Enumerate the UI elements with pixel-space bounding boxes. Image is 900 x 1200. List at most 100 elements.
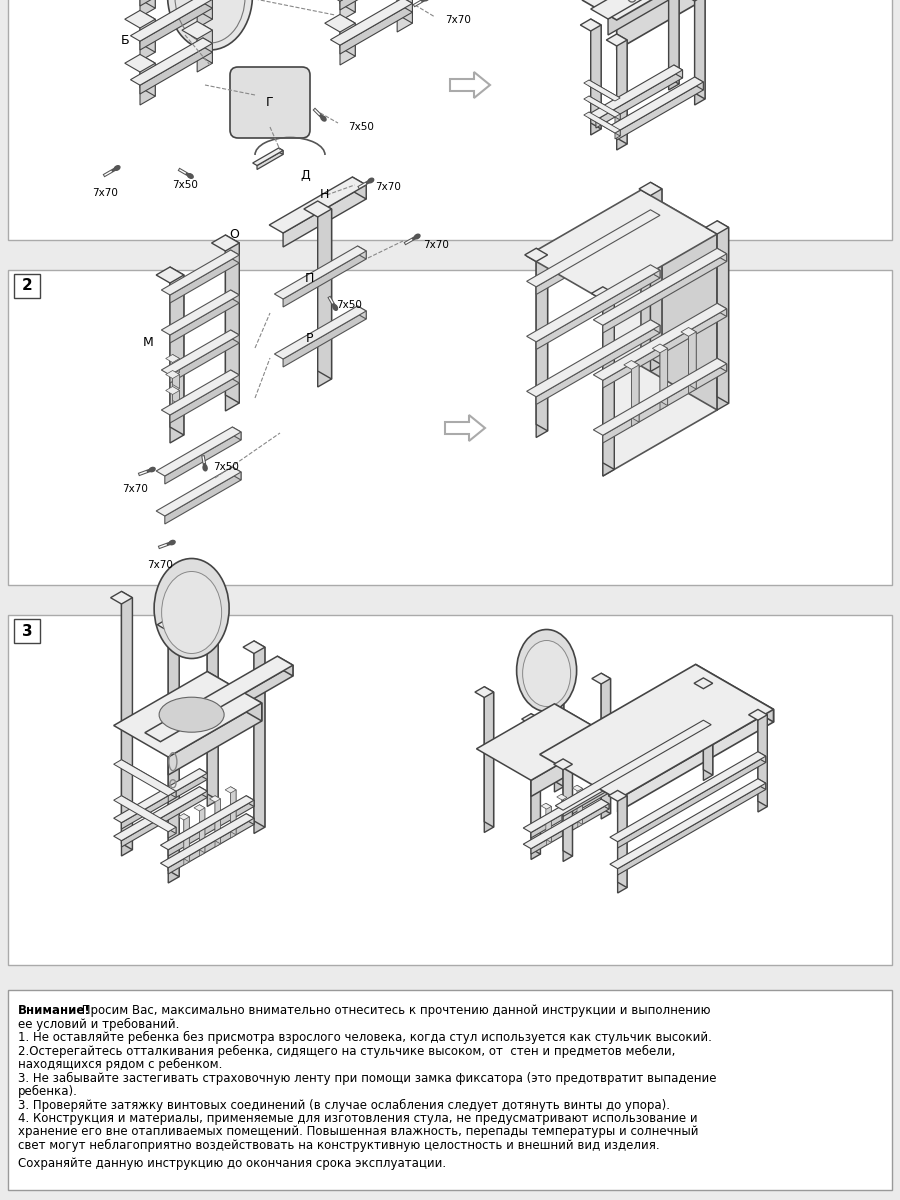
Polygon shape <box>589 80 620 104</box>
Polygon shape <box>178 814 189 820</box>
Polygon shape <box>624 360 639 370</box>
Polygon shape <box>170 295 239 343</box>
Ellipse shape <box>333 305 338 311</box>
Text: 7x70: 7x70 <box>122 484 148 494</box>
Text: 7x50: 7x50 <box>213 462 239 472</box>
Text: 7x50: 7x50 <box>348 122 374 132</box>
Polygon shape <box>590 19 601 128</box>
Text: ее условий и требований.: ее условий и требований. <box>18 1018 179 1031</box>
Text: 4. Конструкция и материалы, применяемые для изготовления стула, не предусматрива: 4. Конструкция и материалы, применяемые … <box>18 1112 698 1126</box>
Polygon shape <box>247 796 254 806</box>
Polygon shape <box>284 311 366 367</box>
Polygon shape <box>184 814 189 862</box>
Polygon shape <box>330 0 412 46</box>
Polygon shape <box>660 348 668 410</box>
Polygon shape <box>522 714 540 725</box>
Polygon shape <box>170 335 239 383</box>
Polygon shape <box>125 11 155 28</box>
Polygon shape <box>717 227 729 410</box>
Ellipse shape <box>523 641 571 707</box>
Polygon shape <box>230 787 236 835</box>
Text: свет могут неблагоприятно воздействовать на конструктивную целостность и внешний: свет могут неблагоприятно воздействовать… <box>18 1139 660 1152</box>
Text: находящихся рядом с ребенком.: находящихся рядом с ребенком. <box>18 1058 222 1072</box>
Polygon shape <box>603 293 615 476</box>
Polygon shape <box>484 686 493 827</box>
Polygon shape <box>168 618 179 877</box>
Polygon shape <box>688 332 697 394</box>
Polygon shape <box>704 720 711 731</box>
Polygon shape <box>617 796 627 893</box>
Polygon shape <box>525 248 547 262</box>
Ellipse shape <box>167 0 253 50</box>
Polygon shape <box>269 176 366 233</box>
Text: 3. Не забывайте застегивать страховочную ленту при помощи замка фиксатора (это п: 3. Не забывайте застегивать страховочную… <box>18 1072 716 1085</box>
Text: 7x70: 7x70 <box>423 240 449 250</box>
Polygon shape <box>601 679 610 818</box>
Polygon shape <box>590 0 729 19</box>
Polygon shape <box>617 709 773 812</box>
Polygon shape <box>641 190 717 410</box>
Polygon shape <box>536 254 547 438</box>
Polygon shape <box>526 265 660 342</box>
Polygon shape <box>531 804 609 854</box>
Polygon shape <box>161 290 239 335</box>
Polygon shape <box>626 0 695 5</box>
Polygon shape <box>165 472 241 524</box>
Ellipse shape <box>368 179 373 182</box>
Polygon shape <box>182 22 212 38</box>
Polygon shape <box>210 796 220 802</box>
Polygon shape <box>165 432 241 484</box>
Polygon shape <box>318 209 331 386</box>
Polygon shape <box>156 266 184 283</box>
Polygon shape <box>122 592 132 850</box>
Polygon shape <box>340 23 356 65</box>
Polygon shape <box>526 190 717 300</box>
Polygon shape <box>601 799 609 809</box>
Polygon shape <box>582 0 703 20</box>
Polygon shape <box>113 769 207 823</box>
Polygon shape <box>170 374 239 422</box>
Text: 3. Проверяйте затяжку винтовых соединений (в случае ослабления следует дотянуть : 3. Проверяйте затяжку винтовых соединени… <box>18 1098 670 1111</box>
Polygon shape <box>562 794 567 833</box>
Polygon shape <box>140 0 155 17</box>
Text: П: П <box>305 271 314 284</box>
Polygon shape <box>274 246 366 299</box>
Polygon shape <box>669 0 680 84</box>
Polygon shape <box>563 764 572 862</box>
Polygon shape <box>608 0 729 35</box>
Polygon shape <box>207 614 218 800</box>
Polygon shape <box>695 0 705 98</box>
Polygon shape <box>156 427 241 476</box>
Polygon shape <box>230 330 239 343</box>
Polygon shape <box>168 827 176 838</box>
Polygon shape <box>168 800 254 856</box>
Polygon shape <box>197 0 212 28</box>
Polygon shape <box>197 0 212 19</box>
Polygon shape <box>632 365 639 426</box>
Polygon shape <box>681 328 697 336</box>
Polygon shape <box>717 248 726 262</box>
Polygon shape <box>158 618 179 631</box>
Ellipse shape <box>187 174 194 179</box>
Text: Внимание!: Внимание! <box>18 1004 91 1018</box>
Polygon shape <box>523 799 609 848</box>
Text: М: М <box>142 336 153 349</box>
Bar <box>8 990 892 1190</box>
Polygon shape <box>554 646 563 787</box>
Ellipse shape <box>162 571 221 654</box>
Polygon shape <box>170 266 184 434</box>
Polygon shape <box>592 673 610 684</box>
Polygon shape <box>596 70 682 128</box>
Polygon shape <box>145 656 292 742</box>
Polygon shape <box>475 686 493 697</box>
Ellipse shape <box>149 468 155 472</box>
Polygon shape <box>168 625 179 883</box>
Polygon shape <box>160 814 254 868</box>
Polygon shape <box>243 641 265 654</box>
Polygon shape <box>304 200 331 217</box>
Polygon shape <box>651 210 660 223</box>
Polygon shape <box>113 787 207 841</box>
Bar <box>14 619 40 643</box>
Polygon shape <box>140 54 155 96</box>
Polygon shape <box>541 803 552 809</box>
